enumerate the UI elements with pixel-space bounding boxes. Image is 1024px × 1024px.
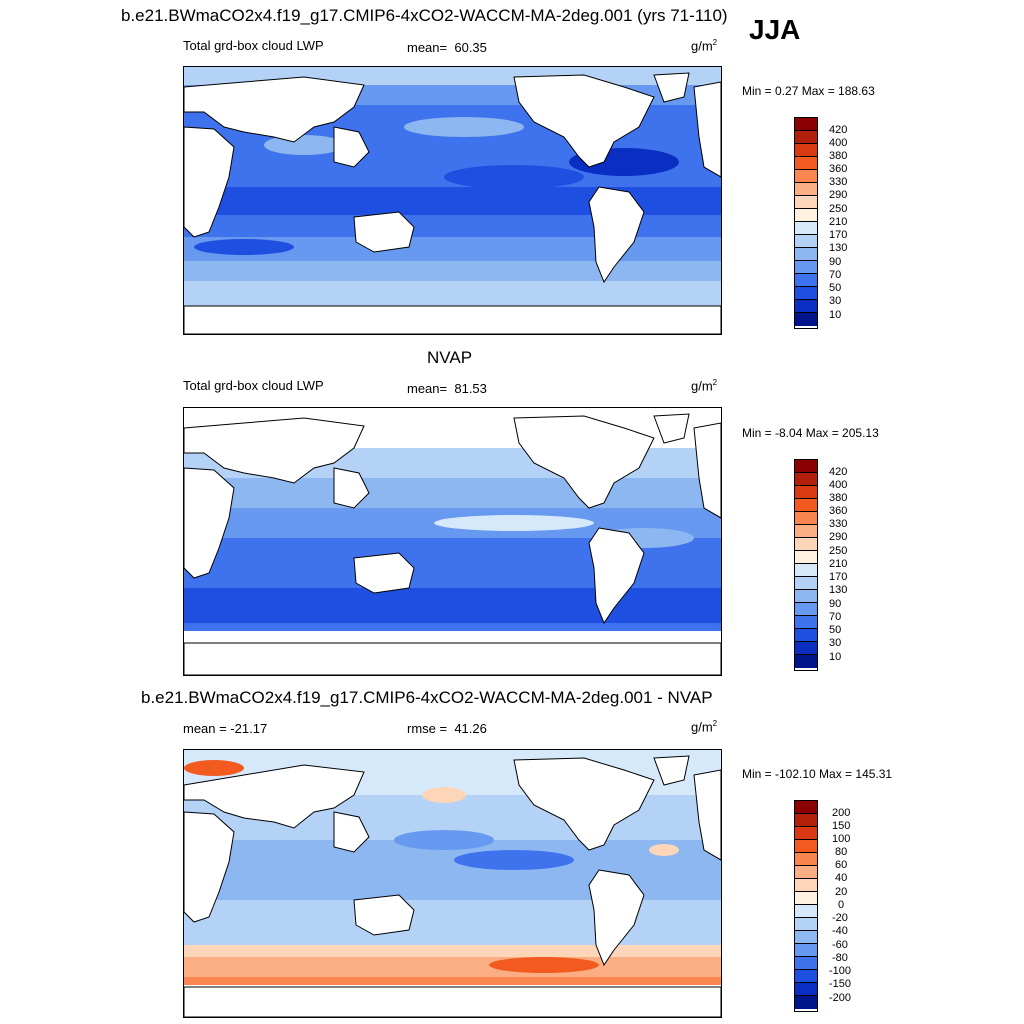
panel2-cbar-label: 10 [829, 651, 842, 663]
panel1-cbar-label: 70 [829, 269, 842, 281]
season-label: JJA [749, 14, 801, 45]
panel1-minmax: Min = 0.27 Max = 188.63 [742, 84, 875, 98]
panel1-units: g/m2 [691, 38, 718, 54]
panel3-minmax: Min = -102.10 Max = 145.31 [742, 767, 893, 781]
panel3-colorbar [794, 800, 818, 1012]
panel3-cbar-label: 200 [832, 807, 851, 819]
panel1-cbar-label: 30 [829, 295, 842, 307]
panel2-mean-stat: mean= 81.53 [407, 381, 487, 396]
panel2-cbar-label: 130 [829, 584, 848, 596]
panel2-cbar-label: 210 [829, 558, 848, 570]
panel1-cbar-label: 10 [829, 309, 842, 321]
panel3-cbar-label: -20 [832, 912, 848, 924]
panel2-cbar-label: 360 [829, 505, 848, 517]
panel1-cbar-label: 290 [829, 189, 848, 201]
panel1-cbar-label: 130 [829, 242, 848, 254]
panel2-cbar-label: 400 [829, 479, 848, 491]
panel2-cbar-label: 170 [829, 571, 848, 583]
panel3-cbar-label: -150 [829, 978, 852, 990]
panel1-variable-label: Total grd-box cloud LWP [183, 38, 324, 53]
panel3-cbar-label: -200 [829, 992, 852, 1004]
panel1-colorbar [794, 117, 818, 329]
panel2-variable-label: Total grd-box cloud LWP [183, 378, 324, 393]
panel1-mean-stat: mean= 60.35 [407, 40, 487, 55]
panel2-cbar-label: 250 [829, 545, 848, 557]
panel3-cbar-label: 100 [832, 833, 851, 845]
panel3-cbar-label: 150 [832, 820, 851, 832]
panel2-units: g/m2 [691, 378, 718, 394]
panel1-cbar-label: 360 [829, 163, 848, 175]
panel1-cbar-label: 330 [829, 176, 848, 188]
panel3-mean-stat: mean = -21.17 [183, 721, 268, 736]
panel3-units: g/m2 [691, 719, 718, 735]
panel2-cbar-label: 90 [829, 598, 842, 610]
panel3-cbar-label: -80 [832, 952, 848, 964]
panel3-cbar-label: -60 [832, 939, 848, 951]
panel2-cbar-label: 50 [829, 624, 842, 636]
panel2-cbar-label: 420 [829, 466, 848, 478]
panel3-cbar-label: 0 [838, 899, 845, 911]
panel2-cbar-label: 330 [829, 518, 848, 530]
panel3-cbar-label: 20 [835, 886, 848, 898]
panel2-colorbar [794, 459, 818, 671]
panel3-rmse-stat: rmse = 41.26 [407, 721, 487, 736]
panel2-heading: NVAP [427, 348, 473, 367]
panel3-cbar-label: 40 [835, 872, 848, 884]
panel2-cbar-label: 70 [829, 611, 842, 623]
figure-title: b.e21.BWmaCO2x4.f19_g17.CMIP6-4xCO2-WACC… [121, 6, 728, 25]
panel3-cbar-label: -40 [832, 925, 848, 937]
panel1-cbar-label: 380 [829, 150, 848, 162]
panel3-cbar-label: 60 [835, 859, 848, 871]
panel1-cbar-label: 170 [829, 229, 848, 241]
panel3-heading: b.e21.BWmaCO2x4.f19_g17.CMIP6-4xCO2-WACC… [141, 688, 713, 707]
panel2-minmax: Min = -8.04 Max = 205.13 [742, 426, 879, 440]
panel2-cbar-label: 30 [829, 637, 842, 649]
panel1-cbar-label: 420 [829, 124, 848, 136]
panel3-cbar-label: 80 [835, 846, 848, 858]
panel1-cbar-label: 90 [829, 256, 842, 268]
panel3-map [183, 749, 722, 1018]
panel2-cbar-label: 380 [829, 492, 848, 504]
panel1-cbar-label: 250 [829, 203, 848, 215]
panel3-cbar-label: -100 [829, 965, 852, 977]
panel2-map [183, 407, 722, 676]
panel1-cbar-label: 210 [829, 216, 848, 228]
panel2-cbar-label: 290 [829, 531, 848, 543]
panel1-cbar-label: 50 [829, 282, 842, 294]
panel1-map [183, 66, 722, 335]
panel1-cbar-label: 400 [829, 137, 848, 149]
